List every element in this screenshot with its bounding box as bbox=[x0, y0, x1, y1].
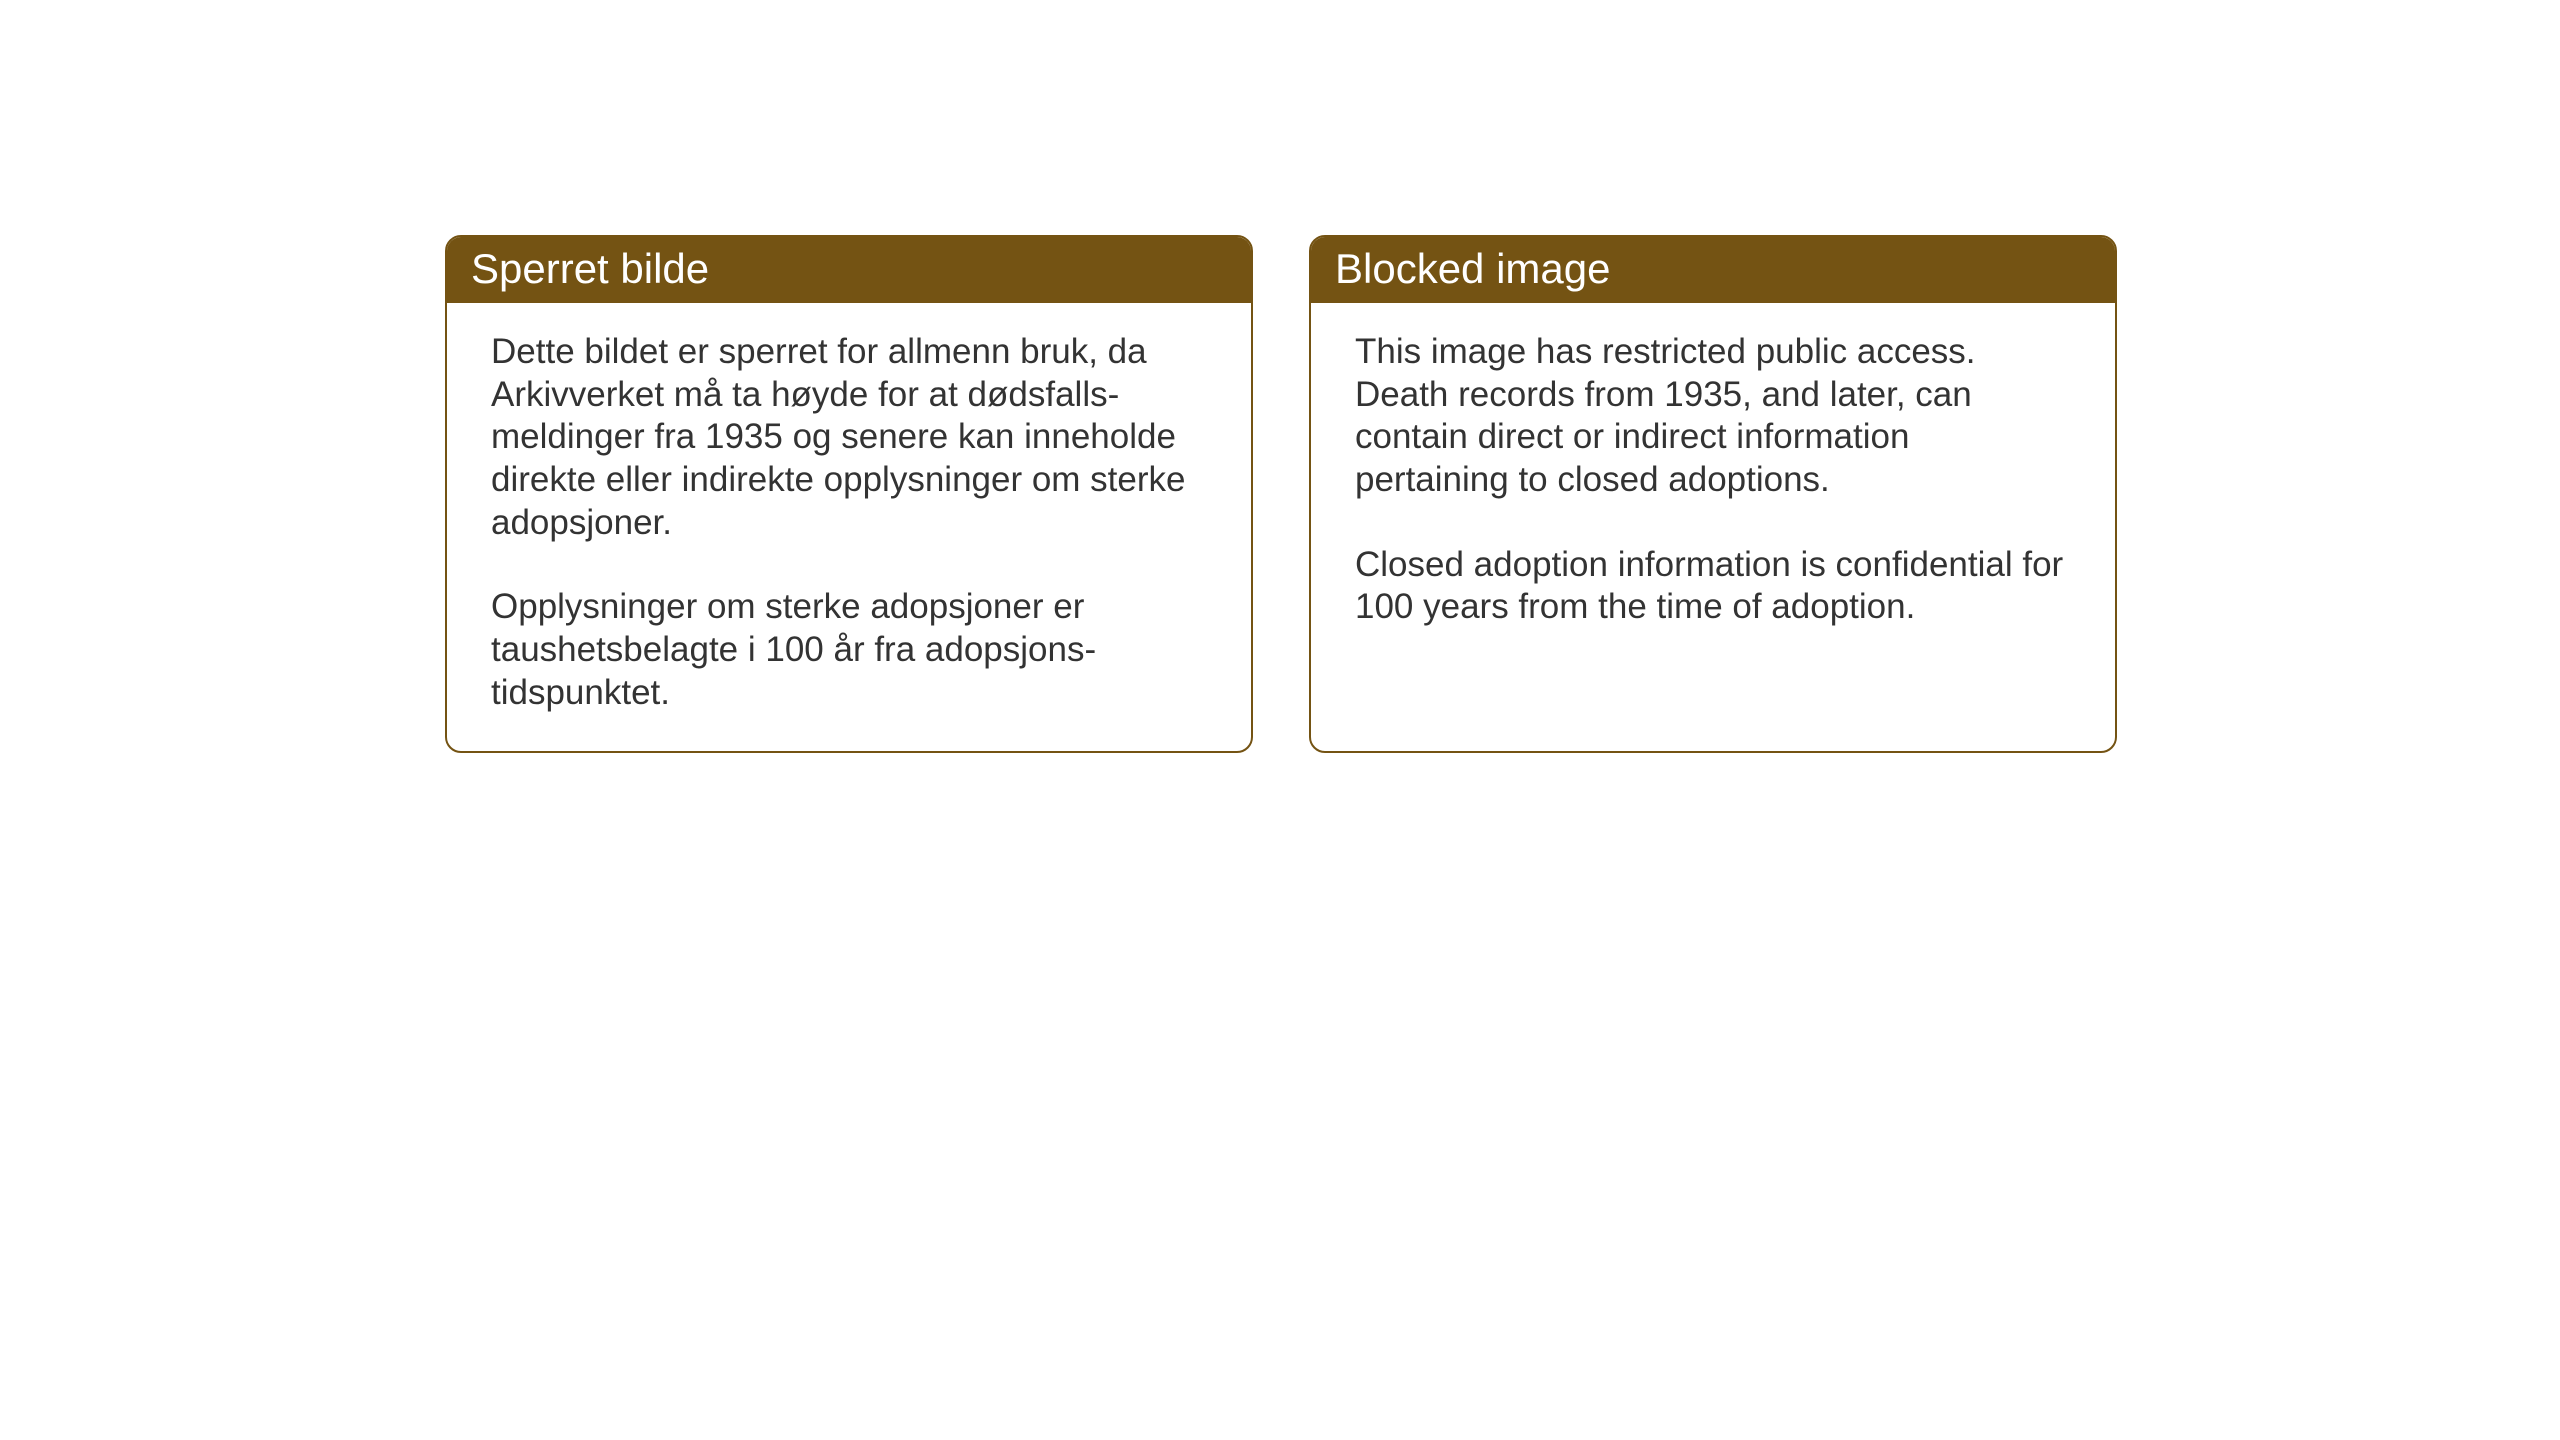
notice-body-english: This image has restricted public access.… bbox=[1311, 303, 2115, 665]
notice-box-english: Blocked image This image has restricted … bbox=[1309, 235, 2117, 753]
notice-body-norwegian: Dette bildet er sperret for allmenn bruk… bbox=[447, 303, 1251, 751]
notice-paragraph-1-english: This image has restricted public access.… bbox=[1355, 331, 2071, 502]
notice-container: Sperret bilde Dette bildet er sperret fo… bbox=[445, 235, 2117, 753]
notice-paragraph-2-english: Closed adoption information is confident… bbox=[1355, 544, 2071, 629]
notice-paragraph-1-norwegian: Dette bildet er sperret for allmenn bruk… bbox=[491, 331, 1207, 544]
notice-header-english: Blocked image bbox=[1311, 237, 2115, 303]
notice-paragraph-2-norwegian: Opplysninger om sterke adopsjoner er tau… bbox=[491, 586, 1207, 714]
notice-header-norwegian: Sperret bilde bbox=[447, 237, 1251, 303]
notice-box-norwegian: Sperret bilde Dette bildet er sperret fo… bbox=[445, 235, 1253, 753]
